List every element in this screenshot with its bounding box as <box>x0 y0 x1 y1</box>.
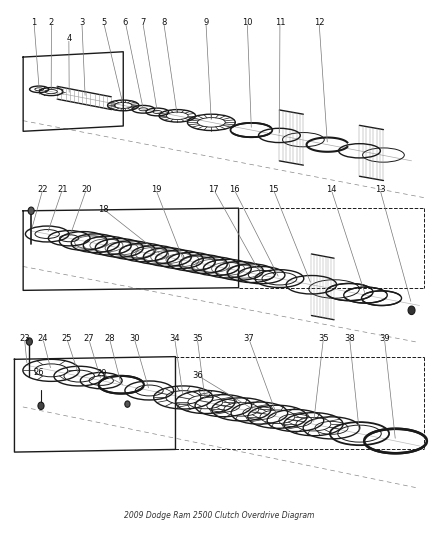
Text: 35: 35 <box>192 334 202 343</box>
Text: 25: 25 <box>61 334 72 343</box>
Text: 37: 37 <box>243 334 254 343</box>
Text: 10: 10 <box>242 18 253 27</box>
Text: 23: 23 <box>19 334 30 343</box>
Text: 1: 1 <box>32 18 37 27</box>
Text: 35: 35 <box>318 334 329 343</box>
Text: 18: 18 <box>99 205 109 214</box>
Text: 26: 26 <box>33 368 44 377</box>
Text: 29: 29 <box>96 369 107 378</box>
Text: 2: 2 <box>49 18 54 27</box>
Text: 11: 11 <box>275 18 285 27</box>
Circle shape <box>38 402 44 409</box>
Text: 6: 6 <box>123 18 128 27</box>
Text: 8: 8 <box>161 18 166 27</box>
Text: 38: 38 <box>344 334 355 343</box>
Text: 2009 Dodge Ram 2500 Clutch Overdrive Diagram: 2009 Dodge Ram 2500 Clutch Overdrive Dia… <box>124 511 314 520</box>
Text: 34: 34 <box>170 334 180 343</box>
Text: 20: 20 <box>81 185 92 194</box>
Text: 5: 5 <box>101 18 106 27</box>
Text: 39: 39 <box>379 334 390 343</box>
Circle shape <box>28 207 34 214</box>
Text: 15: 15 <box>268 185 279 194</box>
Text: 3: 3 <box>79 18 85 27</box>
Text: 27: 27 <box>83 334 94 343</box>
Text: 4: 4 <box>66 34 71 43</box>
Text: 7: 7 <box>140 18 145 27</box>
Text: 22: 22 <box>38 185 48 194</box>
Text: 14: 14 <box>326 185 336 194</box>
Circle shape <box>125 401 130 407</box>
Text: 24: 24 <box>38 334 48 343</box>
Text: 12: 12 <box>314 18 325 27</box>
Circle shape <box>408 306 415 314</box>
Text: 16: 16 <box>229 185 240 194</box>
Circle shape <box>26 338 32 345</box>
Text: 17: 17 <box>208 185 219 194</box>
Text: 9: 9 <box>203 18 208 27</box>
Text: 13: 13 <box>375 185 385 194</box>
Text: 19: 19 <box>151 185 161 194</box>
Text: 36: 36 <box>192 370 203 379</box>
Text: 21: 21 <box>57 185 67 194</box>
Text: 30: 30 <box>129 334 139 343</box>
Text: 28: 28 <box>104 334 115 343</box>
